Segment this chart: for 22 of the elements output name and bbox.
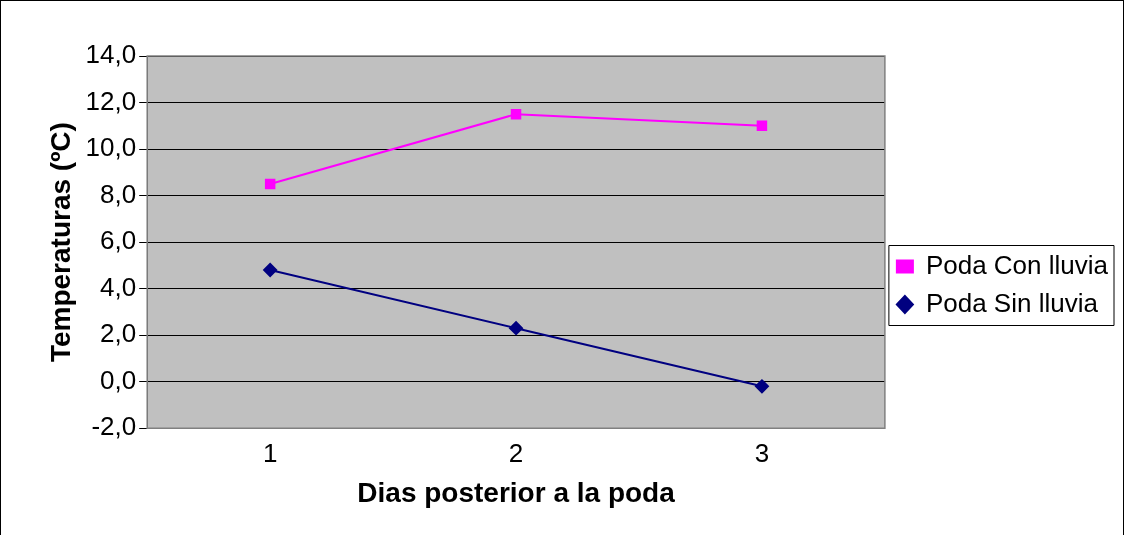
x-axis-title: Dias posterior a la poda bbox=[357, 476, 676, 508]
x-tick-label: 3 bbox=[754, 437, 770, 468]
point bbox=[264, 178, 276, 190]
legend-label: Poda Con lluvia bbox=[925, 249, 1109, 280]
y-tick-label: 10,0 bbox=[85, 132, 137, 163]
y-axis-title: Temperaturas (ºC) bbox=[44, 122, 76, 363]
y-tick-label: 4,0 bbox=[100, 271, 137, 302]
y-tick-label: 0,0 bbox=[100, 364, 137, 395]
legend-label: Poda Sin lluvia bbox=[925, 287, 1099, 318]
y-tick-label: 14,0 bbox=[85, 39, 137, 70]
point bbox=[756, 120, 768, 132]
y-tick-label: 8,0 bbox=[100, 178, 137, 209]
point bbox=[754, 379, 769, 394]
y-tick-label: 12,0 bbox=[85, 85, 137, 116]
x-tick-label: 2 bbox=[508, 437, 524, 468]
point bbox=[510, 108, 522, 120]
x-tick-label: 1 bbox=[262, 437, 278, 468]
y-tick-label: 6,0 bbox=[100, 225, 137, 256]
point bbox=[509, 321, 524, 336]
y-tick-label: -2,0 bbox=[91, 411, 137, 442]
point bbox=[263, 263, 278, 278]
y-tick-label: 2,0 bbox=[100, 318, 137, 349]
